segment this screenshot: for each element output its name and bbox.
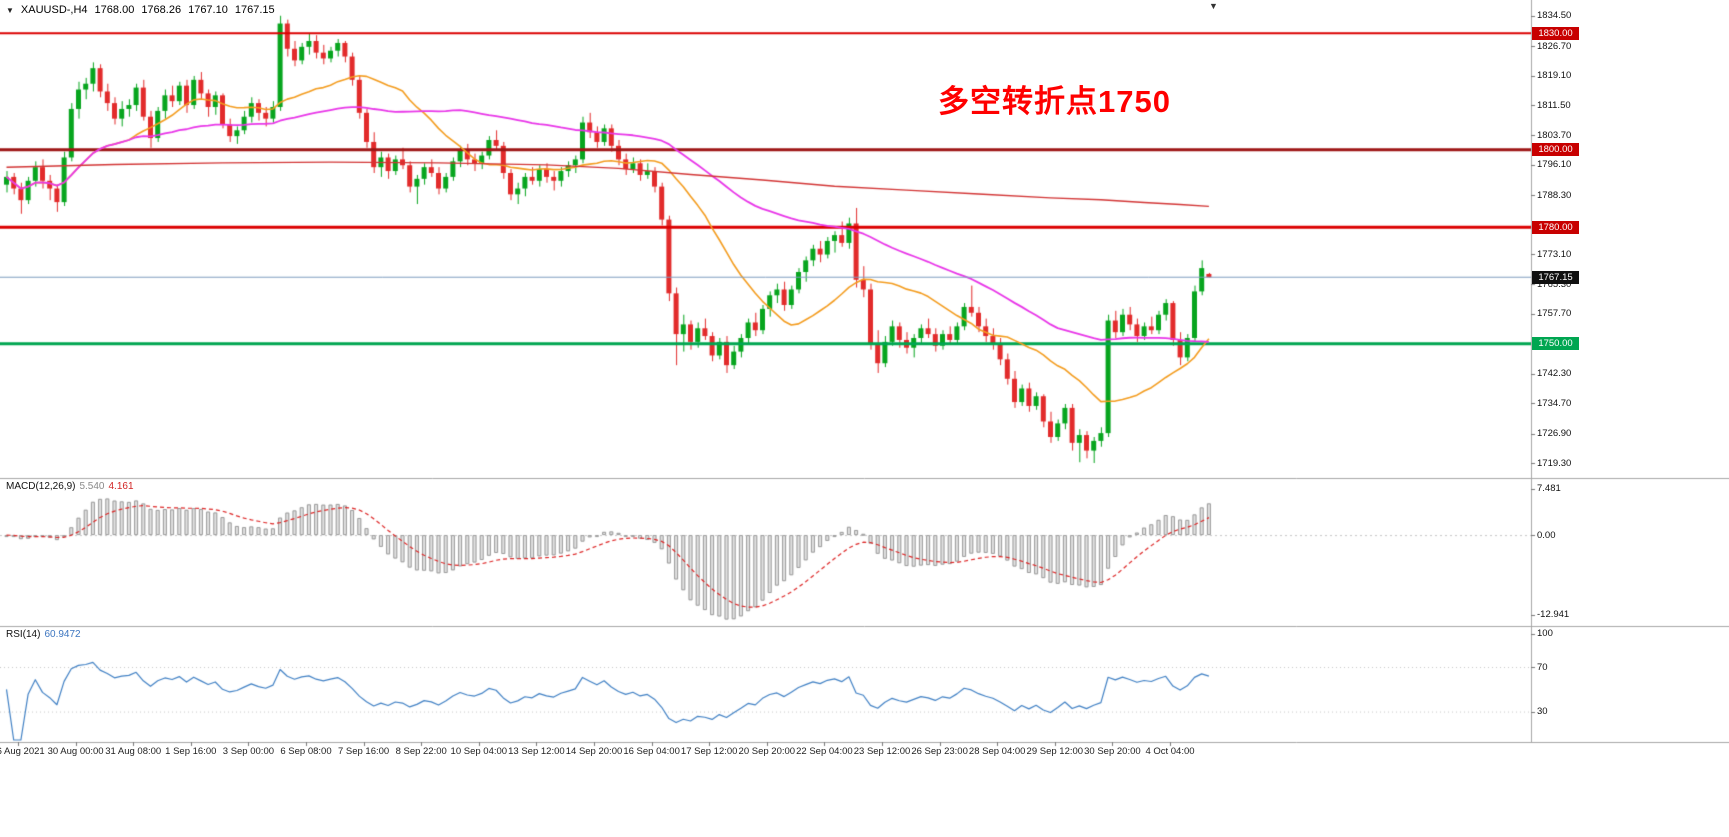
price-level-badge: 1780.00 [1532, 220, 1579, 234]
time-axis-label: 17 Sep 12:00 [680, 746, 738, 757]
macd-name-label: MACD(12,26,9) [6, 481, 76, 492]
time-axis-label: 14 Sep 20:00 [565, 746, 623, 757]
price-scale-label: 1796.10 [1537, 159, 1572, 171]
time-axis-label: 30 Sep 20:00 [1084, 746, 1141, 757]
price-level-badge: 1830.00 [1532, 26, 1579, 40]
rsi-value: 60.9472 [44, 629, 81, 640]
time-axis-label: 6 Sep 08:00 [280, 746, 332, 757]
chart-annotation-text: 多空转折点1750 [938, 84, 1171, 119]
macd-signal-value: 4.161 [108, 481, 134, 492]
price-scale-label: 1742.30 [1537, 368, 1572, 380]
price-scale-label: 1719.30 [1537, 457, 1572, 469]
time-axis-label: 28 Sep 04:00 [968, 746, 1026, 757]
time-axis-label: 4 Oct 04:00 [1145, 746, 1195, 757]
time-axis-label: 22 Sep 04:00 [796, 746, 853, 757]
macd-scale-label: 0.00 [1537, 529, 1556, 541]
rsi-scale-label: 70 [1537, 661, 1548, 673]
price-scale-label: 1788.30 [1537, 189, 1572, 201]
macd-main-value: 5.540 [79, 481, 105, 492]
symbol-timeframe-label: XAUUSD-,H4 [20, 4, 88, 16]
price-chart-canvas[interactable] [0, 0, 1729, 762]
time-axis-label: 31 Aug 08:00 [105, 746, 162, 757]
price-level-badge: 1800.00 [1532, 143, 1579, 157]
symbol-info-bar: ▼ XAUUSD-,H4 1768.00 1768.26 1767.10 176… [6, 4, 275, 16]
price-scale-label: 1773.10 [1537, 248, 1572, 260]
price-scale-label: 1826.70 [1537, 40, 1572, 52]
time-axis-label: 23 Sep 12:00 [853, 746, 911, 757]
chart-shift-marker-icon[interactable]: ▼ [1209, 1, 1218, 11]
time-axis-label: 20 Sep 20:00 [738, 746, 796, 757]
bar-open-value: 1768.00 [94, 4, 135, 16]
bar-high-value: 1768.26 [141, 4, 182, 16]
rsi-indicator-label: RSI(14) 60.9472 [6, 629, 85, 640]
time-axis-label: 3 Sep 00:00 [222, 746, 275, 757]
price-scale-label: 1811.50 [1537, 99, 1571, 111]
time-axis-label: 1 Sep 16:00 [165, 746, 217, 757]
time-axis-label: 29 Sep 12:00 [1026, 746, 1084, 757]
time-axis-label: 13 Sep 12:00 [508, 746, 565, 757]
macd-scale-label: 7.481 [1537, 483, 1561, 495]
price-scale-label: 1803.70 [1537, 129, 1572, 141]
time-axis-label: 16 Sep 04:00 [623, 746, 680, 757]
price-level-badge: 1750.00 [1532, 337, 1579, 351]
time-axis-label: 30 Aug 00:00 [47, 746, 104, 757]
last-price-badge: 1767.15 [1532, 270, 1579, 284]
price-scale-label: 1757.70 [1537, 308, 1572, 320]
price-scale-label: 1734.70 [1537, 397, 1572, 409]
time-axis-label: 10 Sep 04:00 [450, 746, 508, 757]
price-scale-label: 1819.10 [1537, 70, 1572, 82]
rsi-name-label: RSI(14) [6, 629, 41, 640]
price-scale-label: 1726.90 [1537, 428, 1572, 439]
macd-scale-label: -12.941 [1537, 609, 1570, 621]
time-axis-label: 26 Sep 23:00 [911, 746, 968, 757]
bar-low-value: 1767.10 [188, 4, 228, 16]
time-axis-label: 26 Aug 2021 [0, 746, 45, 757]
bar-close-value: 1767.15 [234, 4, 275, 16]
rsi-scale-label: 100 [1537, 628, 1553, 640]
symbol-dropdown-icon[interactable]: ▼ [6, 5, 14, 15]
price-scale-label: 1834.50 [1537, 10, 1572, 22]
price-scale-label: 1765.30 [1537, 278, 1572, 290]
time-axis-label: 7 Sep 16:00 [337, 746, 390, 757]
rsi-scale-label: 30 [1537, 706, 1548, 718]
macd-indicator-label: MACD(12,26,9) 5.540 4.161 [6, 481, 138, 492]
time-axis-label: 8 Sep 22:00 [395, 746, 447, 757]
